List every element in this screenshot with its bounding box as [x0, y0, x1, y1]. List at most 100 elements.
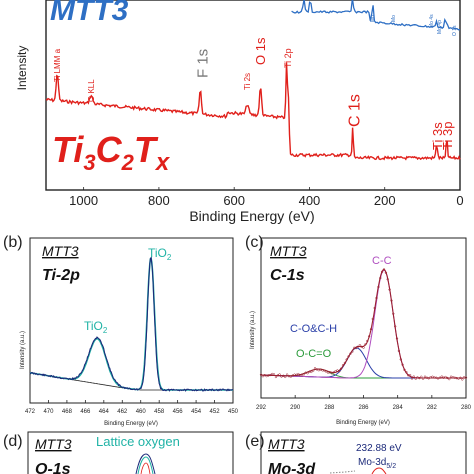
- ti3c2tx-series-label: Ti3C2Tx: [52, 129, 171, 176]
- c1s-data-point: [416, 376, 419, 379]
- c1s-data-point: [386, 278, 389, 281]
- x-tick-label: 462: [117, 409, 128, 415]
- c1s-data-point: [405, 371, 408, 374]
- c1s-data-point: [384, 271, 388, 274]
- x-tick-label: 1000: [69, 193, 98, 208]
- c1s-data-point: [367, 335, 371, 338]
- x-tick-label: 280: [461, 405, 472, 411]
- c1s-data-point: [369, 328, 373, 331]
- c1s-data-point: [312, 369, 315, 372]
- x-tick-label: 464: [99, 409, 110, 415]
- c1s-data-point: [317, 369, 320, 372]
- panel-c-letter: (c): [245, 234, 264, 251]
- ti2p-peak-label-sat: TiO2: [84, 319, 108, 335]
- x-tick-label: 292: [256, 405, 267, 411]
- panel-b-letter: (b): [3, 234, 23, 251]
- ti3c2tx-peak-label: Ti 3p: [440, 122, 455, 150]
- c1s-data-point: [431, 375, 434, 378]
- x-tick-label: 468: [62, 409, 73, 415]
- o1s-peak-top: [135, 453, 156, 474]
- x-tick-label: 290: [290, 405, 301, 411]
- panel-d-sample: MTT3: [35, 436, 72, 452]
- c1s-data-point: [388, 288, 391, 291]
- c1s-peak-label-cc: C-C: [372, 255, 392, 267]
- x-tick-label: 454: [191, 409, 202, 415]
- ti3c2tx-peak-label: O KLL: [87, 79, 96, 102]
- c1s-data-point: [414, 377, 417, 380]
- c1s-data-point: [395, 337, 399, 340]
- c1s-data-point: [399, 358, 402, 361]
- panel-a-xticks: 1000 800 600 400 200 0: [69, 187, 464, 208]
- c1s-data-point: [356, 345, 360, 348]
- x-tick-label: 458: [154, 409, 165, 415]
- ti2p-background-line: [29, 372, 233, 391]
- panel-c: (c) MTT3 C-1s Intensity (a.u.) 292 290 288…: [245, 234, 472, 426]
- panel-b-frame: [29, 237, 234, 404]
- panel-c-region: C-1s: [270, 267, 305, 284]
- panel-b-xticks: 472 470 468 466 464 462 460 458 456 454 452 450: [25, 400, 239, 415]
- mtt3-series-label: MTT3: [50, 0, 129, 27]
- c1s-data-point: [297, 372, 300, 376]
- c1s-data-point: [334, 370, 337, 373]
- x-tick-label: 286: [358, 405, 369, 411]
- x-tick-label: 472: [25, 409, 36, 415]
- panel-b-xlabel: Binding Energy (eV): [104, 421, 158, 427]
- c1s-data-point: [401, 363, 404, 366]
- c1s-data-point: [371, 317, 374, 321]
- panel-c-frame: [260, 237, 467, 399]
- panel-c-xlabel: Binding Energy (eV): [336, 420, 390, 426]
- mo3d-peak-value: 232.88 eV: [356, 443, 402, 454]
- c1s-data-point: [274, 375, 278, 379]
- c1s-data-point: [343, 361, 347, 365]
- c1s-data-point: [442, 376, 445, 379]
- c1s-data-point: [280, 375, 283, 378]
- ti3c2tx-peak-label: O 1s: [253, 37, 268, 65]
- c1s-data-point: [291, 374, 294, 377]
- c1s-data-point: [392, 312, 395, 315]
- x-tick-label: 460: [136, 409, 147, 415]
- panel-d-region: O-1s: [35, 461, 71, 474]
- c1s-peak-label-co: C-O&C-H: [290, 323, 337, 335]
- ti3c2tx-survey-line: [45, 62, 461, 161]
- mtt3-peak-label-mo4p: Mo 4p: [437, 20, 443, 34]
- c1s-data-point: [330, 372, 333, 375]
- c1s-data-point: [345, 358, 348, 361]
- c1s-data-point: [300, 374, 304, 377]
- o1s-peak-label-lattice: Lattice oxygen: [96, 434, 180, 449]
- c1s-data-point: [412, 375, 415, 378]
- x-tick-label: 200: [374, 193, 396, 208]
- panel-e-letter: (e): [245, 433, 265, 450]
- c1s-data-point: [448, 377, 451, 381]
- c1s-data-point: [418, 376, 421, 380]
- c1s-data-point: [449, 375, 453, 378]
- mtt3-peak-label-o1s: O 1s: [452, 25, 458, 36]
- ti3c2tx-peak-label: C 1s: [347, 94, 364, 127]
- c1s-data-point: [310, 370, 313, 374]
- c1s-data-point: [313, 367, 317, 370]
- x-tick-label: 470: [43, 409, 54, 415]
- c1s-data-point: [420, 375, 423, 378]
- panel-d-frame: [27, 431, 234, 474]
- panel-c-sample: MTT3: [270, 243, 307, 259]
- x-tick-label: 466: [80, 409, 91, 415]
- ti2p-data-line: [29, 256, 234, 392]
- mtt3-peak-label-mo4s: Mo 4s: [429, 14, 435, 28]
- c1s-data-point: [347, 355, 350, 358]
- ti3c2tx-peak-label: Ti 2s: [243, 73, 252, 90]
- c1s-data-point: [366, 339, 369, 343]
- panel-c-xticks: 292 290 288 286 284 282 280: [256, 395, 472, 411]
- c1s-data-point: [446, 376, 449, 380]
- c1s-data-point: [403, 368, 406, 371]
- c1s-data-point: [306, 372, 309, 375]
- c1s-data-point: [364, 343, 367, 346]
- panel-a-xlabel: Binding Energy (eV): [189, 208, 314, 224]
- c1s-data-point: [323, 369, 326, 372]
- c1s-data-point: [282, 374, 285, 377]
- c1s-data-point: [339, 367, 343, 370]
- x-tick-label: 400: [299, 193, 321, 208]
- x-tick-label: 452: [210, 409, 221, 415]
- c1s-data-point: [271, 372, 274, 376]
- c1s-data-point: [332, 371, 335, 374]
- c1s-data-point: [380, 270, 384, 273]
